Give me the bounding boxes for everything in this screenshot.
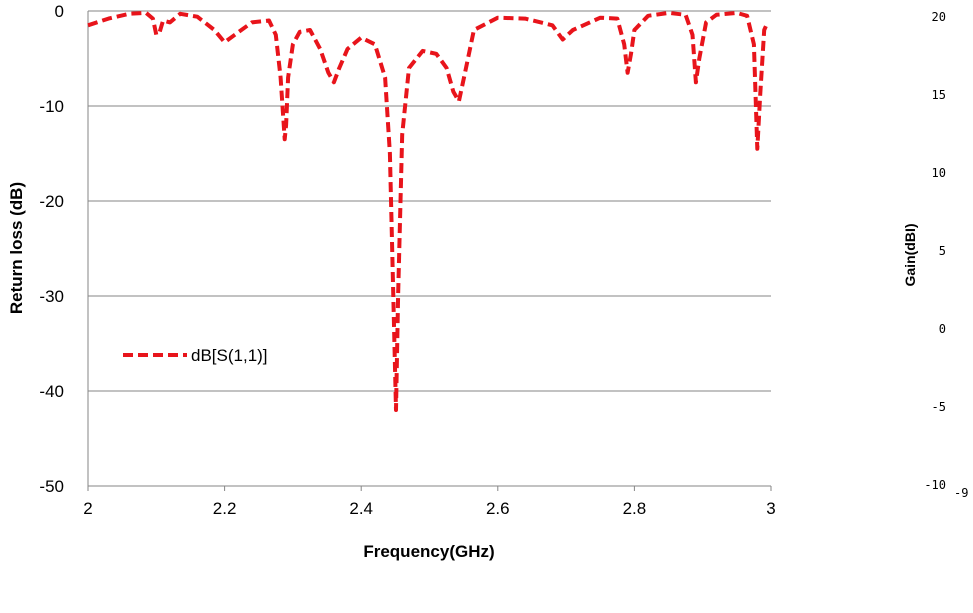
gain-x-tick-label: -9 xyxy=(954,486,968,500)
gain-y-tick-label: 20 xyxy=(932,10,946,24)
legend-label: dB[S(1,1)] xyxy=(191,346,268,365)
gain-y-tick-label: 0 xyxy=(939,322,946,336)
x-tick-labels: 2 2.2 2.4 2.6 2.8 3 xyxy=(83,486,776,518)
gain-y-tick-label: 5 xyxy=(939,244,946,258)
y-axis-title: Return loss (dB) xyxy=(7,182,26,314)
x-axis-title: Frequency(GHz) xyxy=(363,542,494,561)
y-tick-label: -40 xyxy=(39,382,64,401)
gridlines xyxy=(88,10,771,392)
y-tick-label: -10 xyxy=(39,97,64,116)
x-tick-label: 3 xyxy=(766,499,775,518)
gain-y-tick-label: 15 xyxy=(932,88,946,102)
x-tick-label: 2.6 xyxy=(486,499,510,518)
y-tick-label: 0 xyxy=(55,2,64,21)
y-tick-label: -20 xyxy=(39,192,64,211)
gain-chart: 20 15 10 5 0 -5 -10 -9 Gain(dBI) xyxy=(902,10,968,500)
legend: dB[S(1,1)] xyxy=(123,346,268,365)
gain-y-axis-title: Gain(dBI) xyxy=(902,224,918,287)
x-tick-label: 2 xyxy=(83,499,92,518)
gain-y-tick-labels: 20 15 10 5 0 -5 -10 xyxy=(924,10,946,492)
y-tick-labels: 0 -10 -20 -30 -40 -50 xyxy=(39,2,64,496)
gain-y-tick-label: -10 xyxy=(924,478,946,492)
gain-y-tick-label: 10 xyxy=(932,166,946,180)
series-line-s11 xyxy=(87,10,770,412)
gain-y-tick-label: -5 xyxy=(932,400,946,414)
x-tick-label: 2.2 xyxy=(213,499,237,518)
x-tick-label: 2.8 xyxy=(623,499,647,518)
x-tick-label: 2.4 xyxy=(349,499,373,518)
gain-x-tick-labels: -9 xyxy=(954,486,968,500)
y-tick-label: -30 xyxy=(39,287,64,306)
y-tick-label: -50 xyxy=(39,477,64,496)
